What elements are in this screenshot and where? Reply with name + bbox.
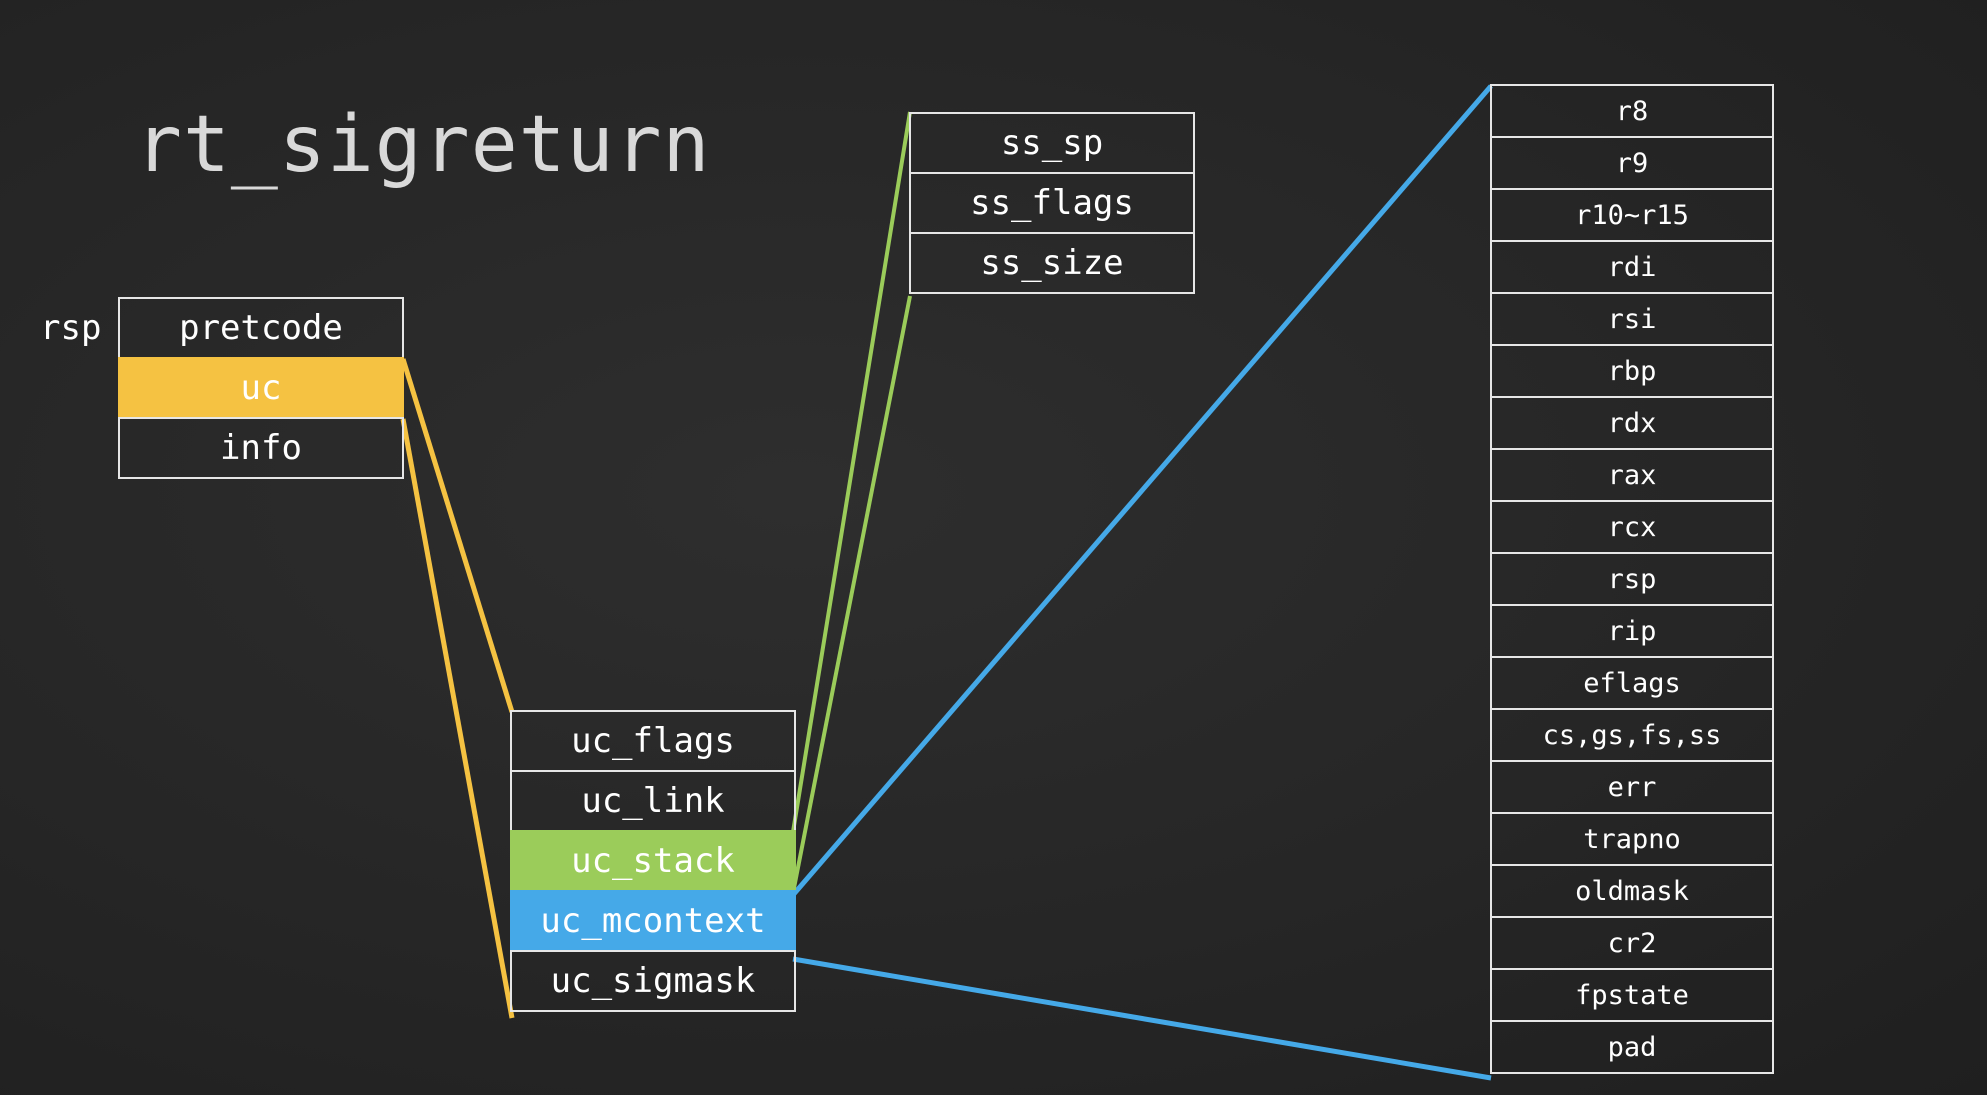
sigcontext-field: rsp <box>1490 552 1774 606</box>
sigstack-field-ss-sp: ss_sp <box>909 112 1195 174</box>
ucontext-table: uc_flags uc_link uc_stack uc_mcontext uc… <box>510 710 796 1012</box>
frame-field-uc: uc <box>118 357 404 419</box>
sigcontext-field: cr2 <box>1490 916 1774 970</box>
uc-mcontext-connector-bottom <box>792 956 1492 1081</box>
frame-field-info: info <box>118 417 404 479</box>
ucontext-field-uc-link: uc_link <box>510 770 796 832</box>
rsp-label: rsp <box>40 308 102 348</box>
uc-mcontext-connector-top <box>791 84 1493 897</box>
sigcontext-field: rdx <box>1490 396 1774 450</box>
ucontext-field-uc-flags: uc_flags <box>510 710 796 772</box>
sigcontext-field: rdi <box>1490 240 1774 294</box>
sigcontext-field: r10~r15 <box>1490 188 1774 242</box>
sigcontext-table: r8 r9 r10~r15 rdi rsi rbp rdx rax rcx rs… <box>1490 84 1774 1074</box>
sigcontext-field: rip <box>1490 604 1774 658</box>
uc-connector-bottom <box>400 418 515 1019</box>
sigcontext-field: rbp <box>1490 344 1774 398</box>
sigaltstack-table: ss_sp ss_flags ss_size <box>909 112 1195 294</box>
signal-frame-table: pretcode uc info <box>118 297 404 479</box>
page-title: rt_sigreturn <box>135 100 711 190</box>
sigcontext-field: cs,gs,fs,ss <box>1490 708 1774 762</box>
uc-stack-connector-top <box>791 111 912 833</box>
sigcontext-field: eflags <box>1490 656 1774 710</box>
frame-field-pretcode: pretcode <box>118 297 404 359</box>
sigcontext-field: pad <box>1490 1020 1774 1074</box>
sigcontext-field: r8 <box>1490 84 1774 138</box>
ucontext-field-uc-stack: uc_stack <box>510 830 796 892</box>
sigcontext-field: r9 <box>1490 136 1774 190</box>
ucontext-field-uc-sigmask: uc_sigmask <box>510 950 796 1012</box>
sigcontext-field: rax <box>1490 448 1774 502</box>
sigstack-field-ss-size: ss_size <box>909 232 1195 294</box>
uc-connector-top <box>400 358 515 713</box>
sigcontext-field: err <box>1490 760 1774 814</box>
sigcontext-field: oldmask <box>1490 864 1774 918</box>
ucontext-field-uc-mcontext: uc_mcontext <box>510 890 796 952</box>
sigcontext-field: rcx <box>1490 500 1774 554</box>
sigcontext-field: rsi <box>1490 292 1774 346</box>
sigstack-field-ss-flags: ss_flags <box>909 172 1195 234</box>
uc-stack-connector-bottom <box>791 295 912 894</box>
sigcontext-field: fpstate <box>1490 968 1774 1022</box>
sigcontext-field: trapno <box>1490 812 1774 866</box>
